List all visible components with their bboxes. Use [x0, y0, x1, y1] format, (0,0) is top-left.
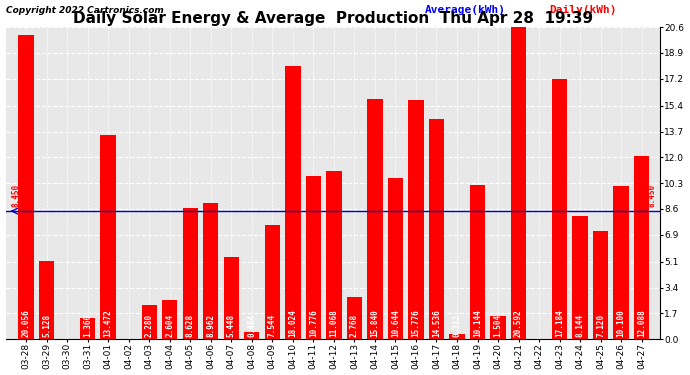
Text: Copyright 2022 Cartronics.com: Copyright 2022 Cartronics.com — [6, 6, 164, 15]
Text: 0.464: 0.464 — [247, 314, 256, 337]
Text: 1.504: 1.504 — [493, 314, 502, 337]
Text: 20.592: 20.592 — [514, 309, 523, 337]
Bar — [346, 297, 362, 339]
Text: 8.450: 8.450 — [11, 183, 20, 207]
Bar — [19, 35, 34, 339]
Text: 0.312: 0.312 — [453, 314, 462, 337]
Text: 10.644: 10.644 — [391, 309, 400, 337]
Bar — [265, 225, 280, 339]
Text: 1.360: 1.360 — [83, 314, 92, 337]
Text: 14.536: 14.536 — [432, 309, 441, 337]
Bar — [449, 334, 464, 339]
Bar — [306, 176, 321, 339]
Text: 2.280: 2.280 — [145, 314, 154, 337]
Text: 8.450: 8.450 — [647, 183, 656, 207]
Bar — [203, 203, 219, 339]
Bar — [224, 256, 239, 339]
Bar — [141, 304, 157, 339]
Bar — [101, 135, 116, 339]
Bar — [428, 119, 444, 339]
Text: 12.088: 12.088 — [637, 309, 646, 337]
Text: 2.768: 2.768 — [350, 314, 359, 337]
Bar — [39, 261, 55, 339]
Bar — [634, 156, 649, 339]
Text: 7.120: 7.120 — [596, 314, 605, 337]
Text: 15.776: 15.776 — [411, 309, 420, 337]
Text: 18.024: 18.024 — [288, 309, 297, 337]
Text: 10.100: 10.100 — [617, 309, 626, 337]
Title: Daily Solar Energy & Average  Production  Thu Apr 28  19:39: Daily Solar Energy & Average Production … — [72, 11, 593, 26]
Bar — [162, 300, 177, 339]
Text: Daily(kWh): Daily(kWh) — [549, 4, 616, 15]
Bar — [408, 100, 424, 339]
Text: 10.776: 10.776 — [309, 309, 318, 337]
Bar — [552, 79, 567, 339]
Bar — [183, 209, 198, 339]
Bar — [613, 186, 629, 339]
Bar — [511, 27, 526, 339]
Text: 2.604: 2.604 — [165, 314, 174, 337]
Bar — [244, 332, 259, 339]
Text: 8.144: 8.144 — [575, 314, 584, 337]
Text: 17.184: 17.184 — [555, 309, 564, 337]
Text: 10.144: 10.144 — [473, 309, 482, 337]
Bar — [367, 99, 383, 339]
Bar — [285, 66, 301, 339]
Bar — [388, 178, 403, 339]
Text: 8.962: 8.962 — [206, 314, 215, 337]
Text: 5.448: 5.448 — [227, 314, 236, 337]
Text: 15.840: 15.840 — [371, 309, 380, 337]
Bar — [593, 231, 609, 339]
Text: 8.628: 8.628 — [186, 314, 195, 337]
Bar — [326, 171, 342, 339]
Bar — [470, 186, 485, 339]
Text: 11.068: 11.068 — [329, 309, 338, 337]
Text: 13.472: 13.472 — [104, 309, 112, 337]
Text: 5.128: 5.128 — [42, 314, 51, 337]
Text: 20.056: 20.056 — [21, 309, 30, 337]
Bar — [80, 318, 95, 339]
Bar — [573, 216, 588, 339]
Text: 7.544: 7.544 — [268, 314, 277, 337]
Bar — [491, 316, 506, 339]
Text: Average(kWh): Average(kWh) — [424, 4, 506, 15]
